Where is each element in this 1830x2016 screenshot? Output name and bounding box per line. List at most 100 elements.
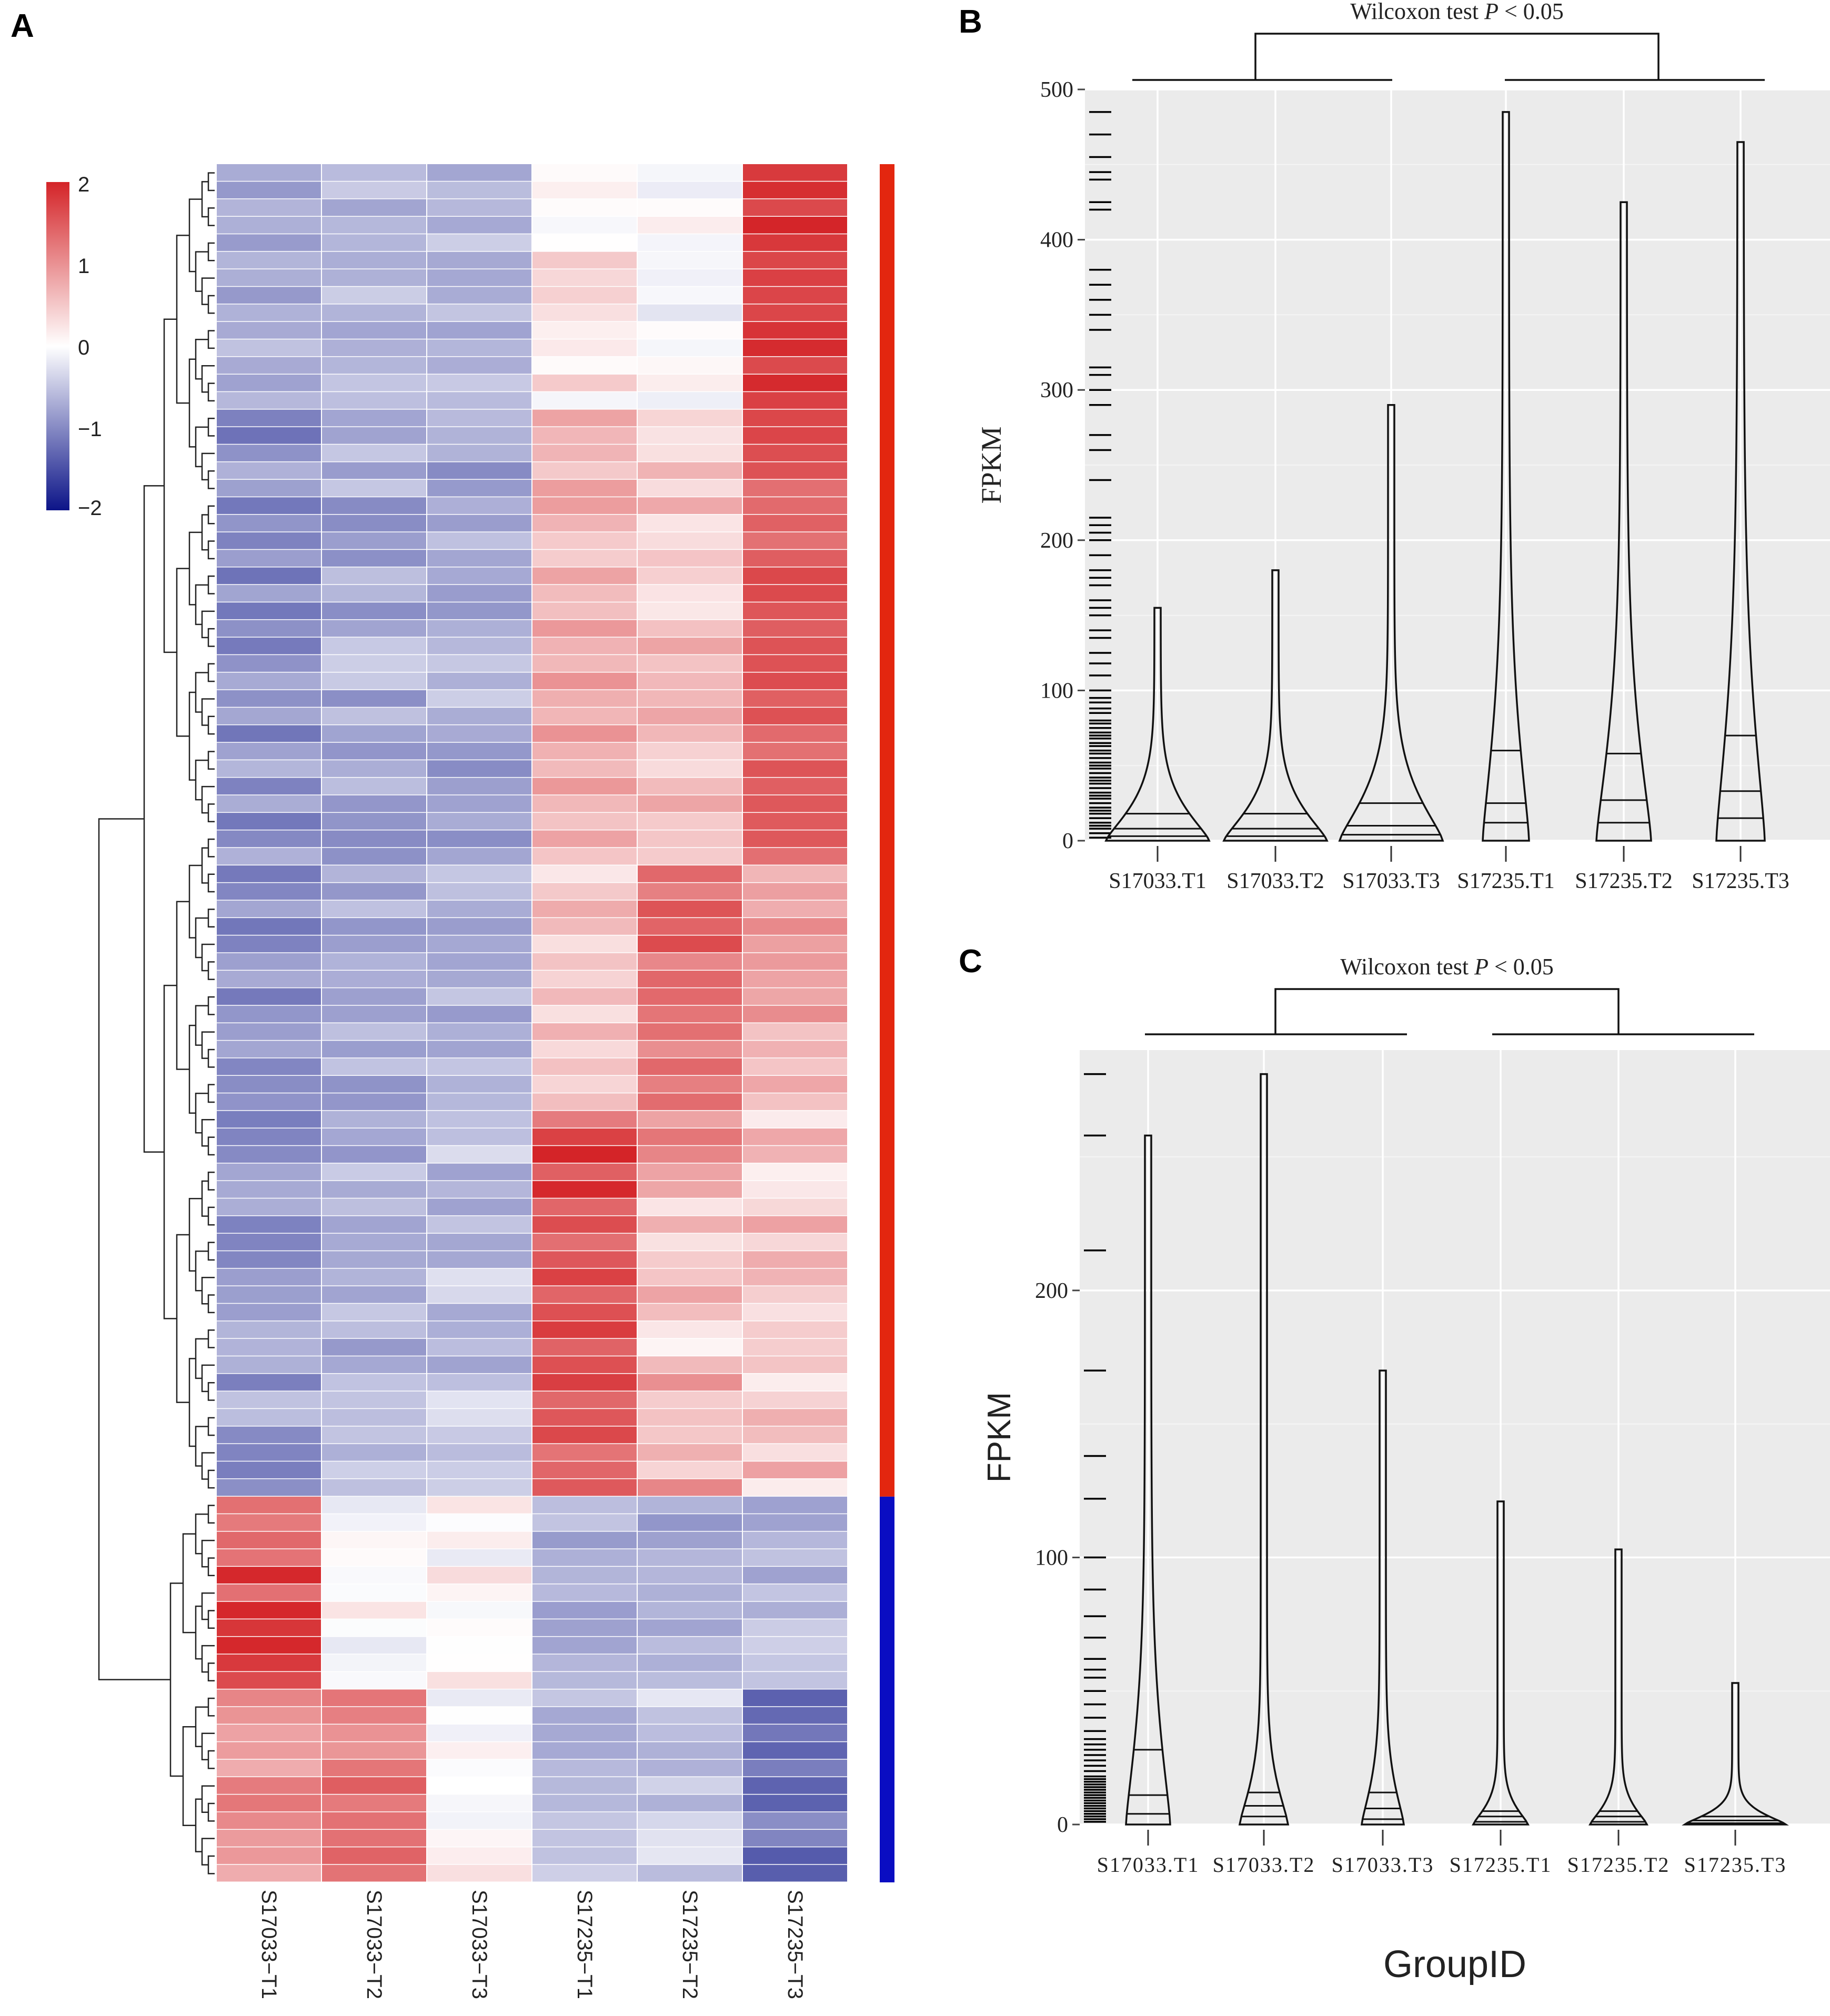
heatmap-cell	[217, 1549, 321, 1566]
heatmap-cell	[532, 1812, 637, 1829]
heatmap-cell	[638, 532, 742, 549]
heatmap-cell	[532, 216, 637, 234]
heatmap-cell	[638, 637, 742, 654]
dendrogram-branch	[207, 1382, 215, 1401]
heatmap-cell	[638, 830, 742, 848]
heatmap-cell	[427, 304, 531, 321]
heatmap-cell	[217, 1759, 321, 1777]
heatmap-cell	[322, 1830, 426, 1847]
heatmap-cell	[638, 690, 742, 707]
heatmap-cell	[322, 1514, 426, 1531]
heatmap-cell	[638, 287, 742, 304]
heatmap-cell	[427, 1479, 531, 1496]
heatmap-cell	[427, 1654, 531, 1671]
heatmap-cell	[217, 725, 321, 742]
heatmap-cell	[217, 708, 321, 724]
dendrogram-branch	[176, 901, 189, 1070]
heatmap-cell	[743, 1601, 847, 1619]
heatmap-cell	[217, 321, 321, 339]
heatmap-cell	[532, 567, 637, 584]
y-tick-label: 400	[1040, 228, 1073, 253]
heatmap-cell	[743, 1795, 847, 1812]
heatmap-cell	[217, 357, 321, 374]
heatmap-cell	[427, 1812, 531, 1829]
heatmap-cell	[427, 1830, 531, 1847]
heatmap-cell	[743, 1216, 847, 1233]
heatmap-cell	[743, 497, 847, 515]
heatmap-cell	[217, 1111, 321, 1128]
heatmap-cell	[322, 304, 426, 321]
heatmap-cell	[322, 1812, 426, 1829]
heatmap-cell	[743, 1725, 847, 1741]
heatmap-cell	[427, 1075, 531, 1093]
dendrogram-branch	[207, 172, 215, 191]
heatmap-cell	[217, 655, 321, 672]
heatmap-cell	[638, 1864, 742, 1882]
heatmap-cell	[322, 655, 426, 672]
heatmap-cell	[638, 1479, 742, 1496]
significance-bracket	[1145, 988, 1754, 1035]
heatmap-cell	[217, 1479, 321, 1496]
dendrogram-branch	[207, 1750, 215, 1769]
heatmap-cell	[743, 708, 847, 724]
heatmap-cell	[427, 813, 531, 830]
heatmap-cell	[322, 1128, 426, 1145]
heatmap-cell	[638, 1058, 742, 1075]
heatmap-cell	[322, 1075, 426, 1093]
heatmap-cell	[322, 392, 426, 409]
heatmap-cell	[217, 1216, 321, 1233]
heatmap-cell	[743, 971, 847, 987]
heatmap-cell	[427, 935, 531, 953]
heatmap-cell	[322, 1496, 426, 1514]
heatmap-cell	[322, 321, 426, 339]
heatmap-cell	[532, 1742, 637, 1759]
heatmap-cell	[638, 1338, 742, 1356]
heatmap-cell	[217, 760, 321, 777]
heatmap-cell	[743, 199, 847, 216]
heatmap-cell	[532, 1058, 637, 1075]
heatmap-cell	[217, 1251, 321, 1268]
dendrogram-branch	[207, 1557, 215, 1577]
heatmap-cell	[427, 287, 531, 304]
heatmap-cell	[322, 287, 426, 304]
heatmap-cell	[427, 1795, 531, 1812]
colorbar: 2 1 0 −1 −2	[46, 173, 102, 520]
heatmap-cell	[638, 182, 742, 199]
heatmap-cell	[638, 374, 742, 391]
heatmap-cell	[322, 532, 426, 549]
dendrogram-branch	[207, 1469, 215, 1489]
dendrogram-branch	[176, 1234, 189, 1403]
heatmap-cell	[427, 567, 531, 584]
heatmap-cell	[638, 1374, 742, 1391]
significance-annotation: Wilcoxon test P < 0.05	[1340, 954, 1554, 980]
heatmap-cell	[532, 1163, 637, 1181]
heatmap-cell	[427, 357, 531, 374]
heatmap-cell	[638, 1005, 742, 1023]
heatmap-cell	[532, 357, 637, 374]
heatmap-cell	[532, 1514, 637, 1531]
heatmap-cell	[217, 1619, 321, 1636]
heatmap-cell	[427, 1128, 531, 1145]
heatmap-cell	[427, 1742, 531, 1759]
heatmap-cell	[532, 848, 637, 865]
heatmap-cell	[638, 1689, 742, 1707]
heatmap-cell	[743, 1707, 847, 1724]
heatmap-cell	[322, 164, 426, 181]
heatmap-cell	[638, 1707, 742, 1724]
heatmap-cell	[638, 1496, 742, 1514]
heatmap-cell	[532, 164, 637, 181]
heatmap-cell	[322, 1777, 426, 1794]
heatmap-cell	[638, 1672, 742, 1689]
heatmap-cell	[743, 742, 847, 760]
dendrogram-branch	[207, 838, 215, 858]
heatmap-cell	[322, 462, 426, 479]
heatmap-cell	[217, 865, 321, 882]
heatmap-cell	[638, 567, 742, 584]
heatmap-cell	[638, 339, 742, 357]
heatmap-cell	[743, 1619, 847, 1636]
heatmap-cell	[638, 1304, 742, 1321]
x-tick-label: S17033.T2	[1226, 869, 1324, 893]
heatmap-cell	[322, 918, 426, 935]
heatmap-cell	[743, 216, 847, 234]
heatmap-cell	[743, 637, 847, 654]
